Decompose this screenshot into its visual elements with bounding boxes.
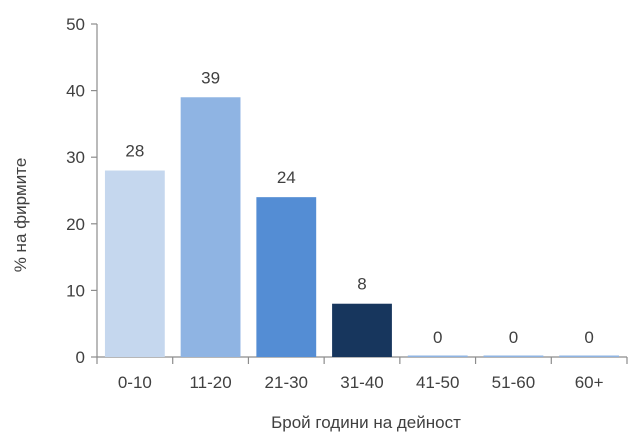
x-tick-label: 51-60 <box>492 373 535 392</box>
y-tick-label: 10 <box>66 281 85 300</box>
data-labels: 28 39 24 8 0 0 0 <box>125 68 593 347</box>
data-label: 28 <box>125 142 144 161</box>
bar-0-10 <box>104 170 165 357</box>
bar-51-60 <box>483 355 544 357</box>
x-tick-label: 41-50 <box>416 373 459 392</box>
data-label: 24 <box>277 168 296 187</box>
bar-11-20 <box>180 97 241 357</box>
data-label: 39 <box>201 68 220 87</box>
y-tick-label: 20 <box>66 215 85 234</box>
x-tick-label: 21-30 <box>265 373 308 392</box>
data-label: 0 <box>433 328 442 347</box>
axes: 0 10 20 30 40 50 0-10 11-20 21-30 31-40 41-50 51-60… <box>66 15 628 392</box>
bar-60+ <box>559 355 620 357</box>
x-axis-title: Брой години на дейност <box>271 413 461 432</box>
bar-31-40 <box>332 303 392 357</box>
y-axis-title: % на фирмите <box>11 158 30 273</box>
x-tick-label: 11-20 <box>189 373 231 392</box>
bar-21-30 <box>256 197 317 357</box>
x-tick-label: 60+ <box>575 373 604 392</box>
data-label: 0 <box>584 328 593 347</box>
bar-41-50 <box>407 355 468 357</box>
y-tick-label: 0 <box>76 348 85 367</box>
bars <box>104 97 620 357</box>
x-tick-label: 0-10 <box>118 373 152 392</box>
data-label: 8 <box>357 275 366 294</box>
y-tick-label: 50 <box>66 15 85 34</box>
y-tick-label: 30 <box>66 148 85 167</box>
y-tick-label: 40 <box>66 82 85 101</box>
x-tick-label: 31-40 <box>340 373 383 392</box>
data-label: 0 <box>509 328 518 347</box>
